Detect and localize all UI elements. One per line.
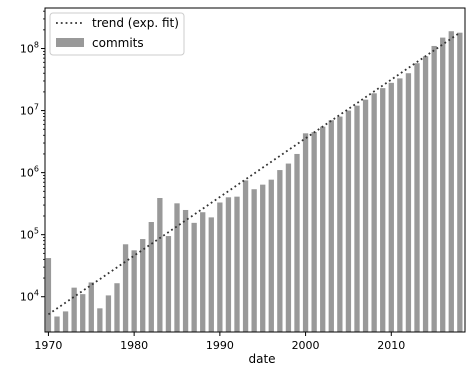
y-tick-label-7: 107 [20,103,39,118]
bar-1973 [71,287,77,332]
legend-swatch-commits [56,38,84,47]
bar-1995 [260,184,266,332]
bar-1977 [105,295,112,332]
bar-1982 [148,222,154,332]
bar-1996 [268,179,274,332]
y-tick-label-5: 105 [20,227,39,242]
bar-1997 [277,170,283,332]
bar-2012 [405,73,412,332]
bar-1994 [251,189,257,332]
bars-layer [45,31,463,333]
bar-1998 [285,163,292,332]
plot-frame [44,7,466,333]
bar-1975 [88,282,94,332]
bar-1999 [294,153,300,332]
x-tick-label-1970: 1970 [34,339,62,352]
bar-1980 [131,250,137,332]
bar-2008 [371,93,377,332]
trend-line [47,31,461,316]
bar-2006 [354,105,360,332]
legend-label-commits: commits [92,36,144,50]
bar-2002 [320,126,326,332]
bar-1991 [225,197,232,332]
bar-1983 [157,198,163,332]
bar-1992 [234,196,240,332]
bar-1972 [62,311,69,332]
x-axis-label: date [248,352,275,366]
x-tick-label-1980: 1980 [120,339,148,352]
legend-label-trend: trend (exp. fit) [92,16,179,30]
y-axis: 104 105 106 107 108 [20,10,45,304]
x-tick-label-2010: 2010 [377,339,405,352]
bar-1985 [174,203,180,332]
bar-2018 [457,32,463,332]
x-tick-label-1990: 1990 [206,339,234,352]
bar-1976 [97,308,103,332]
bar-1970 [45,258,52,332]
bar-1971 [54,316,60,332]
bar-2000 [302,133,309,332]
bar-1974 [80,294,86,332]
y-tick-label-6: 106 [20,165,39,180]
bar-1981 [140,239,146,332]
bar-1990 [217,202,223,332]
bar-2007 [362,99,369,333]
bar-2014 [422,56,429,332]
bar-2003 [328,120,334,332]
bar-1979 [122,244,129,332]
bar-1987 [191,222,197,332]
legend: trend (exp. fit) commits [49,12,185,56]
y-tick-label-8: 108 [20,41,39,56]
bar-2017 [448,31,454,332]
bar-1986 [182,209,189,332]
bar-2004 [337,116,343,332]
bar-2005 [345,110,352,332]
bar-2015 [431,45,437,333]
bar-1993 [242,180,249,332]
bar-2013 [414,63,420,333]
bar-2011 [397,78,403,333]
bar-2009 [380,88,386,332]
trend-layer [47,31,461,316]
bar-1984 [165,236,172,332]
bar-2001 [311,132,317,332]
bar-1978 [114,283,120,332]
x-axis: 1970 1980 1990 2000 2010 [34,332,405,352]
bar-1989 [208,217,214,332]
y-tick-label-4: 104 [20,289,39,304]
bar-1988 [200,212,206,332]
bar-2016 [440,37,446,332]
bar-2010 [388,82,394,332]
x-tick-label-2000: 2000 [292,339,320,352]
